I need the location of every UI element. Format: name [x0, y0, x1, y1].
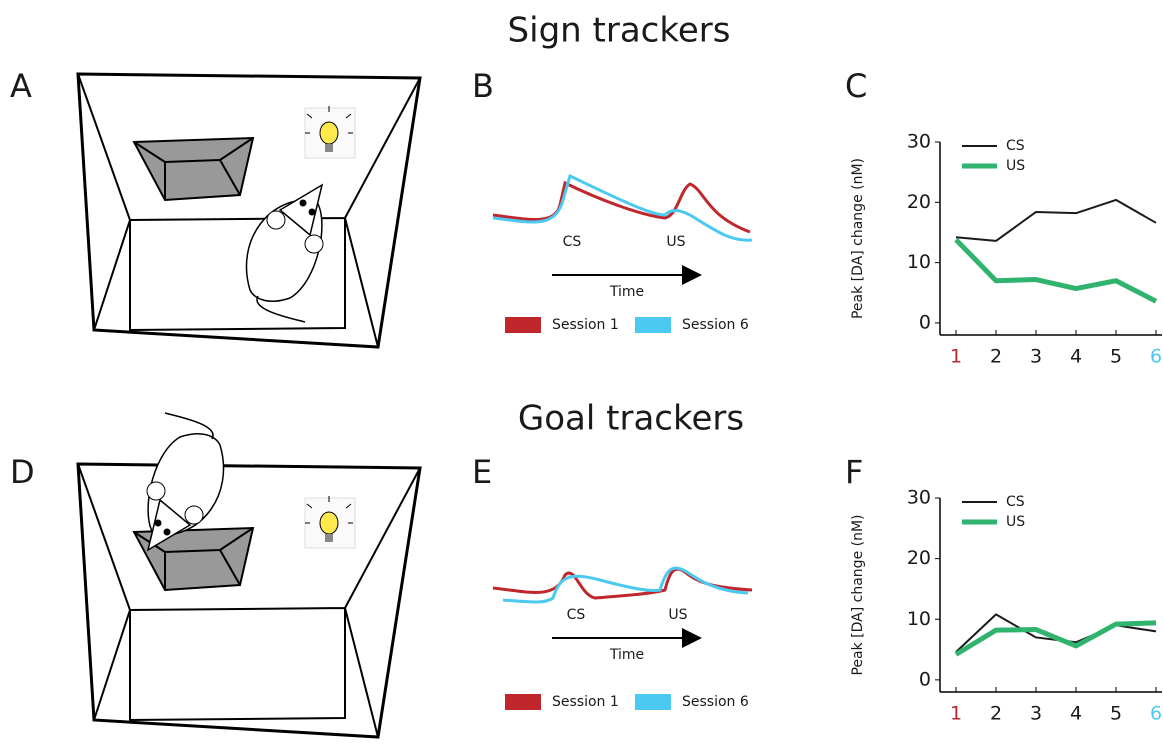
- y-tick-label: 10: [907, 608, 931, 630]
- trace: [493, 183, 750, 232]
- legend-label: Session 6: [682, 317, 749, 333]
- x-tick-label: 2: [990, 703, 1002, 725]
- event-label: US: [668, 607, 687, 623]
- axis-label: Time: [609, 284, 644, 300]
- line: [956, 200, 1156, 241]
- x-tick-label: 6: [1150, 703, 1162, 725]
- x-tick-label: 4: [1070, 703, 1082, 725]
- legend-label: Session 1: [552, 694, 619, 710]
- chamber: [78, 74, 420, 347]
- y-axis-label: Peak [DA] change (nM): [850, 514, 866, 675]
- row-title: Sign trackers: [508, 11, 731, 51]
- legend-swatch: [505, 317, 541, 333]
- panel-letter: E: [472, 453, 492, 491]
- y-tick-label: 0: [919, 668, 931, 690]
- event-label: US: [666, 234, 685, 250]
- x-tick-label: 3: [1030, 703, 1042, 725]
- x-tick-label: 3: [1030, 346, 1042, 368]
- row-title: Goal trackers: [518, 399, 744, 439]
- x-tick-label: 6: [1150, 346, 1162, 368]
- line: [956, 240, 1156, 302]
- axis-label: Time: [609, 647, 644, 663]
- legend-swatch: [635, 694, 671, 710]
- legend-label: CS: [1006, 494, 1025, 510]
- event-label: CS: [563, 234, 582, 250]
- x-tick-label: 1: [950, 346, 962, 368]
- event-label: CS: [567, 607, 586, 623]
- x-tick-label: 5: [1110, 346, 1122, 368]
- y-tick-label: 30: [907, 131, 931, 153]
- legend-label: US: [1006, 514, 1025, 530]
- y-tick-label: 30: [907, 487, 931, 509]
- legend-label: CS: [1006, 138, 1025, 154]
- legend-swatch: [505, 694, 541, 710]
- rat: [246, 185, 323, 322]
- y-tick-label: 10: [907, 251, 931, 273]
- figure: Sign trackers Goal trackers A B C D E F …: [0, 0, 1163, 750]
- legend-label: Session 6: [682, 694, 749, 710]
- y-tick-label: 20: [907, 191, 931, 213]
- x-tick-label: 1: [950, 703, 962, 725]
- trace: [493, 569, 752, 598]
- x-tick-label: 4: [1070, 346, 1082, 368]
- legend-swatch: [635, 317, 671, 333]
- y-tick-label: 0: [919, 311, 931, 333]
- panel-letter: C: [845, 67, 867, 105]
- legend-label: US: [1006, 158, 1025, 174]
- panel-letter: D: [10, 453, 35, 491]
- panel-letter: F: [845, 453, 863, 491]
- panel-letter: A: [10, 67, 32, 105]
- line: [956, 614, 1156, 652]
- x-tick-label: 5: [1110, 703, 1122, 725]
- y-tick-label: 20: [907, 547, 931, 569]
- panel-letter: B: [472, 67, 494, 105]
- x-tick-label: 2: [990, 346, 1002, 368]
- legend-label: Session 1: [552, 317, 619, 333]
- chamber: [78, 464, 420, 737]
- y-axis-label: Peak [DA] change (nM): [850, 158, 866, 319]
